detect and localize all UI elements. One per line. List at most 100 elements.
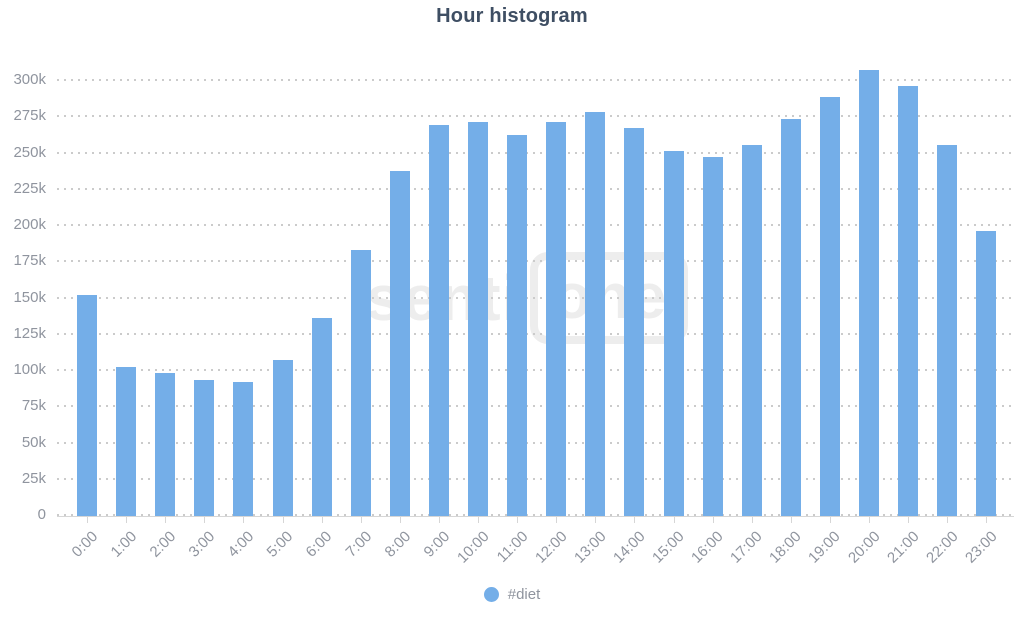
histogram-bar[interactable] xyxy=(819,97,840,516)
histogram-bar[interactable] xyxy=(116,367,137,516)
x-axis-tick xyxy=(87,517,89,523)
x-axis-tick-label-text: 20:00 xyxy=(844,528,884,567)
y-gridline xyxy=(57,224,1014,226)
y-axis-tick-label: 250k xyxy=(13,143,46,161)
x-axis-tick-label-text: 17:00 xyxy=(727,528,766,567)
histogram-bar[interactable] xyxy=(624,127,645,516)
y-axis-tick-label: 50k xyxy=(21,433,46,451)
y-axis-tick-label: 150k xyxy=(13,288,46,306)
histogram-bar[interactable] xyxy=(663,151,684,516)
x-axis-tick-label-text: 16:00 xyxy=(688,528,727,567)
y-gridline xyxy=(57,79,1014,81)
x-axis-tick-label-text: 3:00 xyxy=(185,528,219,561)
x-axis-tick xyxy=(126,517,128,523)
x-axis-tick xyxy=(947,517,949,523)
y-gridline xyxy=(57,260,1014,263)
x-axis-tick xyxy=(986,517,988,523)
histogram-bar[interactable] xyxy=(77,294,98,516)
histogram-bar[interactable] xyxy=(311,317,332,516)
y-gridline xyxy=(57,151,1014,154)
x-axis-tick-label-text: 23:00 xyxy=(961,528,1001,567)
x-axis-tick-label-text: 2:00 xyxy=(146,528,180,561)
x-axis-tick xyxy=(908,517,910,523)
x-axis-tick-label-text: 11:00 xyxy=(493,528,532,566)
x-axis-tick xyxy=(399,517,401,523)
y-axis-tick-label: 100k xyxy=(13,361,46,378)
x-axis-tick-label-text: 21:00 xyxy=(883,528,923,567)
histogram-bar[interactable] xyxy=(233,381,254,516)
histogram-bar[interactable] xyxy=(585,111,606,516)
histogram-bar[interactable] xyxy=(272,359,293,516)
x-axis-tick xyxy=(243,517,245,523)
histogram-bar[interactable] xyxy=(507,135,528,516)
histogram-bar[interactable] xyxy=(194,380,215,516)
legend-label: #diet xyxy=(507,586,541,603)
histogram-bar[interactable] xyxy=(859,69,880,516)
y-gridline xyxy=(57,332,1014,335)
histogram-bar[interactable] xyxy=(389,171,410,516)
y-axis-tick-label: 275k xyxy=(13,107,46,125)
x-axis-tick xyxy=(869,517,871,523)
histogram-bar[interactable] xyxy=(898,85,919,516)
histogram-bar[interactable] xyxy=(155,372,176,516)
y-axis-tick-label: 300k xyxy=(13,71,46,88)
histogram-bar[interactable] xyxy=(350,249,371,516)
x-axis-tick-label-text: 14:00 xyxy=(609,528,649,567)
x-axis-tick xyxy=(790,517,792,523)
histogram-bar[interactable] xyxy=(937,145,958,516)
y-axis-tick-label: 200k xyxy=(13,216,46,233)
x-axis-tick xyxy=(712,517,714,523)
legend-item-diet[interactable]: #diet xyxy=(483,586,541,603)
y-gridline xyxy=(57,514,1014,516)
histogram-bar[interactable] xyxy=(546,122,567,516)
x-axis-tick-label-text: 19:00 xyxy=(805,528,844,567)
x-axis-tick-label-text: 10:00 xyxy=(453,528,493,567)
histogram-bar[interactable] xyxy=(741,145,762,516)
x-axis-tick xyxy=(360,517,362,523)
x-axis-tick xyxy=(321,517,323,523)
x-axis-tick-label-text: 5:00 xyxy=(263,528,297,561)
x-axis-tick-label-text: 7:00 xyxy=(342,528,375,561)
x-axis-tick xyxy=(282,517,284,523)
y-gridline xyxy=(57,441,1014,444)
y-gridline xyxy=(57,296,1014,299)
x-axis-tick xyxy=(751,517,753,523)
legend-dot-icon xyxy=(483,587,499,602)
x-axis-tick-label-text: 13:00 xyxy=(570,528,610,567)
y-gridline xyxy=(57,369,1014,371)
x-axis-tick xyxy=(438,517,440,523)
x-axis-tick xyxy=(556,517,558,523)
x-axis-tick xyxy=(634,517,636,523)
histogram-bar[interactable] xyxy=(976,230,997,516)
x-axis-tick-label-text: 9:00 xyxy=(420,528,453,561)
x-axis-tick-label-text: 12:00 xyxy=(531,528,571,567)
x-axis-tick xyxy=(165,517,167,523)
y-gridline xyxy=(57,187,1014,190)
y-axis-tick-label: 0 xyxy=(37,506,46,523)
x-axis-tick xyxy=(673,517,675,523)
histogram-bar[interactable] xyxy=(702,156,723,516)
histogram-bar[interactable] xyxy=(468,122,489,516)
x-axis-tick xyxy=(204,517,206,523)
y-gridline xyxy=(57,405,1014,408)
histogram-bar[interactable] xyxy=(780,119,801,516)
x-axis-tick-label-text: 22:00 xyxy=(922,528,962,567)
x-axis-tick-label-text: 4:00 xyxy=(224,528,258,561)
x-axis-tick-label-text: 8:00 xyxy=(381,528,414,561)
x-axis-tick xyxy=(478,517,480,523)
y-axis-tick-label: 225k xyxy=(13,179,46,197)
x-axis-tick xyxy=(595,517,597,523)
y-gridline xyxy=(57,115,1014,118)
y-gridline xyxy=(57,477,1014,480)
x-axis-tick-label-text: 6:00 xyxy=(302,528,336,561)
histogram-bar[interactable] xyxy=(428,124,449,516)
x-axis-tick xyxy=(829,517,831,523)
watermark-text-right: one xyxy=(552,260,667,332)
x-axis-line xyxy=(57,516,1014,517)
x-axis-tick-label-text: 1:00 xyxy=(107,528,141,561)
x-axis-tick-label-text: 15:00 xyxy=(648,528,688,567)
y-axis-tick-label: 75k xyxy=(21,397,46,415)
y-axis-tick-label: 125k xyxy=(13,324,46,342)
x-axis-tick-label-text: 0:00 xyxy=(68,528,102,561)
